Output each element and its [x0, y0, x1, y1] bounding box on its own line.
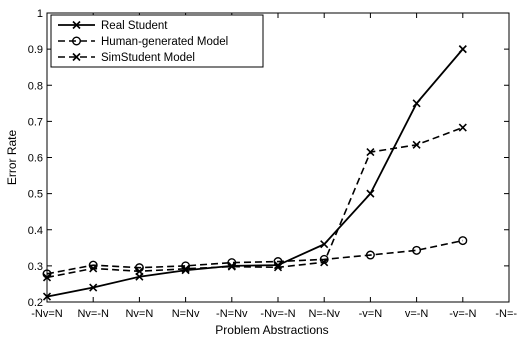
tick-labels: 0.2 0.3 0.4 0.5 0.6 0.7 0.8 0.9 1 -Nv=N Nv=-N Nv=N N… — [28, 8, 517, 320]
y-tick-label: 0.7 — [28, 116, 43, 128]
data-point — [320, 240, 329, 249]
series-layer — [42, 45, 468, 301]
data-point — [42, 273, 52, 282]
x-tick-label: -v=-N — [449, 308, 476, 320]
series-line — [46, 48, 464, 298]
series-0 — [42, 45, 467, 301]
y-tick-label: 0.3 — [28, 261, 43, 273]
legend-label: Real Student — [101, 20, 168, 32]
series-line — [46, 239, 463, 275]
y-tick-label: 0.8 — [28, 80, 43, 92]
x-tick-label: -Nv=N — [31, 308, 63, 320]
data-point — [458, 236, 468, 246]
data-point — [412, 245, 422, 255]
legend-label: SimStudent Model — [101, 52, 195, 64]
data-point — [227, 262, 236, 271]
x-tick-label: -v=N — [359, 308, 383, 320]
data-point — [458, 45, 467, 54]
data-point — [135, 267, 144, 276]
y-tick-label: 0.4 — [28, 225, 43, 237]
legend-marker — [72, 52, 81, 62]
y-axis-label: Error Rate — [5, 130, 19, 186]
series-1 — [42, 236, 468, 279]
data-point — [42, 292, 52, 301]
series-2 — [42, 123, 467, 282]
y-tick-label: 1 — [37, 8, 43, 20]
data-point — [365, 250, 375, 260]
x-axis-label: Problem Abstractions — [215, 323, 328, 337]
x-tick-label: Nv=N — [125, 308, 153, 320]
data-point — [89, 283, 98, 292]
x-tick-label: -N=-v — [495, 308, 517, 320]
legend-marker — [72, 20, 81, 30]
legend: Real Student Human-generated Model SimStud… — [50, 14, 264, 68]
y-tick-label: 0.6 — [28, 153, 43, 165]
y-tick-label: 0.5 — [28, 189, 43, 201]
data-point — [89, 264, 98, 273]
x-tick-label: -N=Nv — [216, 308, 248, 320]
data-point — [320, 258, 329, 267]
x-tick-label: Nv=-N — [77, 308, 109, 320]
data-point — [366, 148, 375, 157]
x-tick-label: N=-Nv — [308, 308, 340, 320]
y-tick-label: 0.2 — [28, 297, 43, 309]
data-point — [412, 99, 421, 108]
data-point — [366, 189, 375, 198]
legend-marker — [71, 36, 81, 46]
y-tick-label: 0.9 — [28, 44, 43, 56]
x-tick-label: v=-N — [405, 308, 429, 320]
x-tick-label: N=Nv — [172, 308, 200, 320]
data-point — [273, 263, 283, 272]
data-point — [458, 123, 467, 132]
data-point — [412, 140, 421, 149]
data-point — [273, 257, 283, 267]
data-point — [181, 264, 190, 273]
series-line — [46, 126, 464, 279]
legend-label: Human-generated Model — [101, 36, 228, 48]
x-tick-label: -Nv=-N — [260, 308, 295, 320]
